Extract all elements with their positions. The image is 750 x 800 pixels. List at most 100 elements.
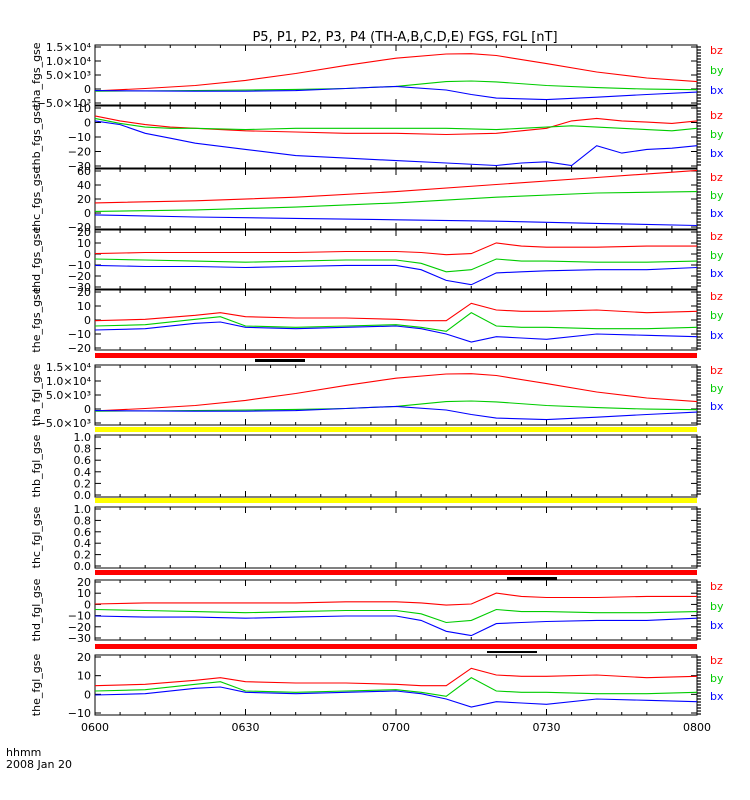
y-tick-label: 0.6 <box>74 526 92 539</box>
legend-bx: bx <box>710 690 724 703</box>
data-quality-flag-bar <box>255 359 305 362</box>
y-tick-label: −20 <box>68 342 91 355</box>
y-tick-label: 0.8 <box>74 514 92 527</box>
series-line-bz <box>94 242 697 256</box>
panel-thb-fgl-gse: 1.00.80.60.40.20.0 thb_fgl_gse <box>30 431 701 503</box>
panel-frame <box>94 44 698 106</box>
panel-frame <box>94 364 698 426</box>
legend-bz: bz <box>710 290 723 303</box>
y-tick-label: −30 <box>68 281 91 294</box>
y-tick-label: 10 <box>77 300 91 313</box>
y-tick-label: 10 <box>77 237 91 250</box>
y-tick-label: 0.0 <box>74 489 92 502</box>
panel-ylabel: thd_fgs_gse <box>30 227 43 293</box>
legend-bz: bz <box>710 364 723 377</box>
y-tick-label: −20 <box>68 221 91 234</box>
series-line-bz <box>94 53 698 92</box>
y-tick-label: 1.0×10⁴ <box>46 375 92 388</box>
panel-thb-fgs-gse: 10 0−10 −20−30 thb_fgs_gse bz by bx <box>30 102 724 173</box>
data-quality-flag-bar <box>487 651 537 653</box>
panel-ylabel: thb_fgl_gse <box>30 434 43 497</box>
legend-bz: bz <box>710 230 723 243</box>
series-line-by <box>94 608 698 624</box>
time-axis-date: 2008 Jan 20 <box>6 758 72 771</box>
y-tick-label: 20 <box>77 193 91 206</box>
y-tick-label: 0.6 <box>74 454 92 467</box>
panel-ylabel: thb_fgs_gse <box>30 104 43 170</box>
legend-bz: bz <box>710 109 723 122</box>
panel-the-fgl-gse: 20 10 0 −10 the_fgl_gse bz by bx <box>30 651 724 720</box>
y-tick-label: −20 <box>68 146 91 159</box>
y-tick-label: 0 <box>84 83 91 96</box>
panel-frame <box>94 506 698 569</box>
series-line-by <box>94 117 698 132</box>
series-line-by <box>94 80 698 92</box>
legend-by: by <box>710 249 724 262</box>
series-line-bx <box>94 120 698 167</box>
y-tick-label: 40 <box>77 179 91 192</box>
legend-bz: bz <box>710 44 723 57</box>
panel-ylabel: thc_fgl_gse <box>30 506 43 568</box>
y-tick-label: 10 <box>77 587 91 600</box>
y-tick-label: 1.0×10⁴ <box>46 55 92 68</box>
y-tick-label: 0 <box>84 598 91 611</box>
series-line-bx <box>94 85 698 101</box>
panel-thc-fgl-gse: 1.00.80.60.40.20.0 thc_fgl_gse <box>30 503 701 580</box>
y-tick-label: 20 <box>77 576 91 589</box>
y-tick-label: 0.2 <box>74 549 92 562</box>
y-tick-label: 5.0×10³ <box>46 69 91 82</box>
y-tick-label: −5.0×10³ <box>37 417 91 430</box>
panel-ylabel: the_fgs_gse <box>30 287 43 352</box>
x-tick-label: 0730 <box>533 721 561 734</box>
data-quality-flag-bar <box>507 577 557 580</box>
data-quality-flag-bar <box>95 353 697 358</box>
y-tick-label: −30 <box>68 160 91 173</box>
x-tick-label: 0600 <box>81 721 109 734</box>
y-tick-label: 1.0 <box>74 503 92 516</box>
legend-bx: bx <box>710 619 724 632</box>
legend-by: by <box>710 672 724 685</box>
legend-bx: bx <box>710 329 724 342</box>
panel-tha-fgl-gse: 1.5×10⁴1.0×10⁴5.0×10³0−5.0×10³tha_fgl_gs… <box>30 361 724 432</box>
y-tick-label: 1.0 <box>74 431 92 444</box>
legend-bx: bx <box>710 84 724 97</box>
y-tick-label: −10 <box>68 328 91 341</box>
legend-by: by <box>710 309 724 322</box>
series-line-bx <box>94 214 698 227</box>
data-quality-flag-bar <box>95 427 697 432</box>
x-tick-label: 0700 <box>382 721 410 734</box>
legend-bz: bz <box>710 580 723 593</box>
legend-by: by <box>710 64 724 77</box>
y-tick-label: 10 <box>77 670 91 683</box>
y-tick-label: −30 <box>68 632 91 645</box>
y-tick-label: 0.4 <box>74 466 92 479</box>
panel-tha-fgs-gse: 1.5×10⁴1.0×10⁴5.0×10³0−5.0×10³tha_fgs_gs… <box>30 41 724 110</box>
legend-bx: bx <box>710 207 724 220</box>
legend-bx: bx <box>710 147 724 160</box>
y-tick-label: 0 <box>84 207 91 220</box>
y-tick-label: 1.5×10⁴ <box>46 41 92 54</box>
series-line-bz <box>94 169 698 204</box>
x-tick-label: 0800 <box>683 721 711 734</box>
y-tick-label: 0.0 <box>74 560 92 573</box>
legend-bz: bz <box>710 171 723 184</box>
legend-by: by <box>710 382 724 395</box>
y-tick-label: 0 <box>84 403 91 416</box>
chart-title: P5, P1, P2, P3, P4 (TH-A,B,C,D,E) FGS, F… <box>252 30 557 45</box>
y-tick-label: 1.5×10⁴ <box>46 361 92 374</box>
series-line-bz <box>94 302 698 322</box>
y-tick-label: −10 <box>68 707 91 720</box>
x-tick-label: 0630 <box>232 721 260 734</box>
panel-ylabel: thd_fgl_gse <box>30 578 43 641</box>
y-tick-label: 60 <box>77 165 91 178</box>
data-quality-flag-bar <box>95 498 697 503</box>
series-line-by <box>94 191 698 212</box>
y-tick-label: −20 <box>68 621 91 634</box>
y-tick-label: 5.0×10³ <box>46 389 91 402</box>
legend-bz: bz <box>710 654 723 667</box>
series-line-bz <box>94 592 697 606</box>
y-tick-label: 0 <box>84 117 91 130</box>
